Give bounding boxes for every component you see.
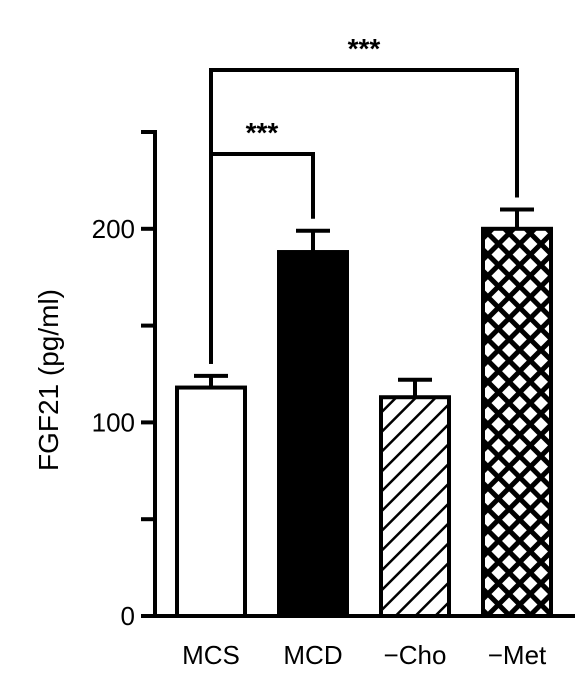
significance-label: *** <box>348 33 381 64</box>
x-tick-label: MCS <box>182 640 240 670</box>
y-tick-label: 100 <box>92 407 135 437</box>
bar-met <box>481 226 553 619</box>
significance-bracket <box>209 68 519 364</box>
x-tick-label: −Cho <box>384 640 447 670</box>
bar-cho <box>379 395 451 618</box>
bar-mcs <box>175 385 247 618</box>
x-tick-label: MCD <box>283 640 342 670</box>
y-axis-title: FGF21 (pg/ml) <box>33 289 64 471</box>
y-tick-label: 200 <box>92 214 135 244</box>
significance-label: *** <box>246 117 279 148</box>
y-tick-label: 0 <box>121 601 135 631</box>
bar-mcd <box>277 250 349 618</box>
x-tick-label: −Met <box>488 640 547 670</box>
